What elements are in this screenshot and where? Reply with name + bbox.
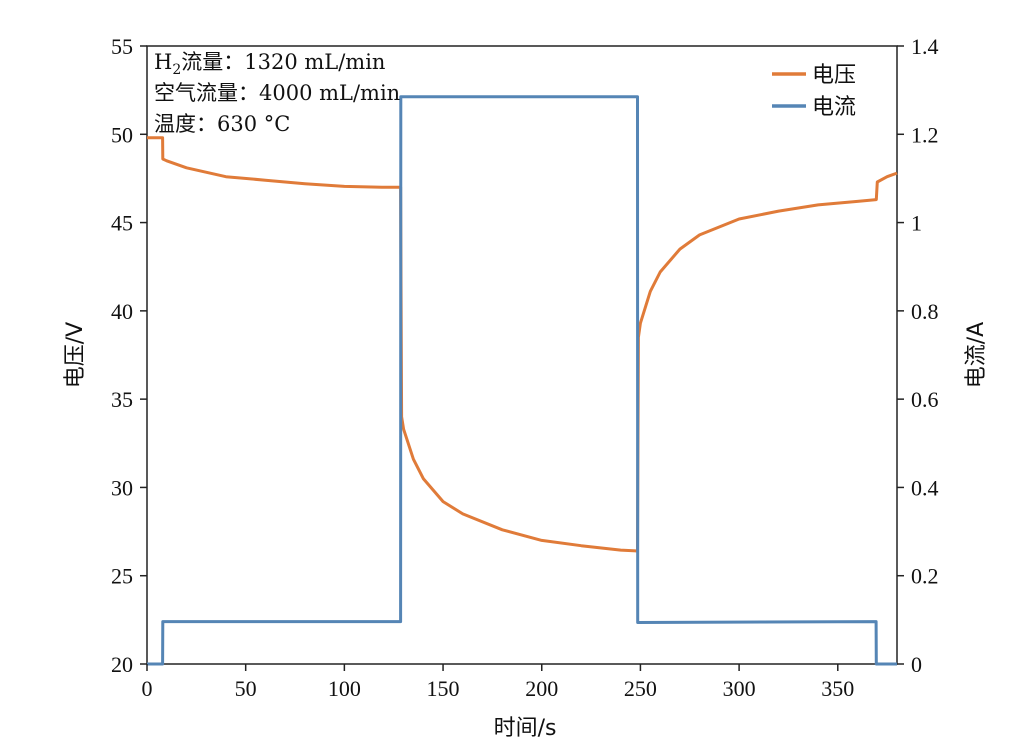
x-axis-title: 时间/s xyxy=(494,716,557,741)
y-axis-left-title: 电压/V xyxy=(63,322,88,388)
x-tick-label: 250 xyxy=(624,676,657,701)
x-tick-label: 0 xyxy=(142,676,153,701)
y-left-tick-label: 35 xyxy=(111,387,133,412)
y-left-tick-label: 45 xyxy=(111,211,133,236)
y-right-tick-label: 1 xyxy=(911,211,922,236)
legend-label-voltage: 电压 xyxy=(812,63,856,88)
y-right-tick-label: 0.2 xyxy=(911,564,939,589)
y-left-tick-label: 55 xyxy=(111,34,133,59)
y-right-tick-label: 0.6 xyxy=(911,387,939,412)
y-right-tick-label: 0.4 xyxy=(911,475,939,500)
legend: 电压 电流 xyxy=(772,63,856,120)
x-tick-label: 100 xyxy=(328,676,361,701)
y-right-tick-label: 1.2 xyxy=(911,122,939,147)
x-tick-label: 300 xyxy=(723,676,756,701)
y-right-tick-label: 0 xyxy=(911,652,922,677)
legend-label-current: 电流 xyxy=(812,95,856,120)
current-series-line xyxy=(147,95,897,666)
series-layer xyxy=(147,95,898,666)
y-left-tick-label: 25 xyxy=(111,564,133,589)
y-right-tick-label: 1.4 xyxy=(911,34,939,59)
y-left-tick-label: 40 xyxy=(111,299,133,324)
y-right-tick-label: 0.8 xyxy=(911,299,939,324)
ticks-layer: 0 50 100 150 200 250 300 350 20 25 30 35 40 45 50 55 0 0.… xyxy=(111,34,939,701)
x-tick-label: 350 xyxy=(821,676,854,701)
y-left-tick-label: 50 xyxy=(111,122,133,147)
plot-border xyxy=(146,45,898,665)
annotation-temperature: 温度：630 °C xyxy=(154,112,290,136)
x-tick-label: 50 xyxy=(235,676,257,701)
plot-frame xyxy=(146,45,898,665)
y-left-tick-label: 30 xyxy=(111,475,133,500)
x-tick-label: 150 xyxy=(427,676,460,701)
voltage-series-line xyxy=(147,136,898,553)
conditions-annotation: H2流量：1320 mL/min 空气流量：4000 mL/min 温度：630… xyxy=(154,50,400,136)
annotation-h2-flow: H2流量：1320 mL/min xyxy=(154,50,385,78)
y-left-tick-label: 20 xyxy=(111,652,133,677)
x-tick-label: 200 xyxy=(525,676,558,701)
annotation-air-flow: 空气流量：4000 mL/min xyxy=(154,81,400,105)
y-axis-right-title: 电流/A xyxy=(964,322,989,388)
